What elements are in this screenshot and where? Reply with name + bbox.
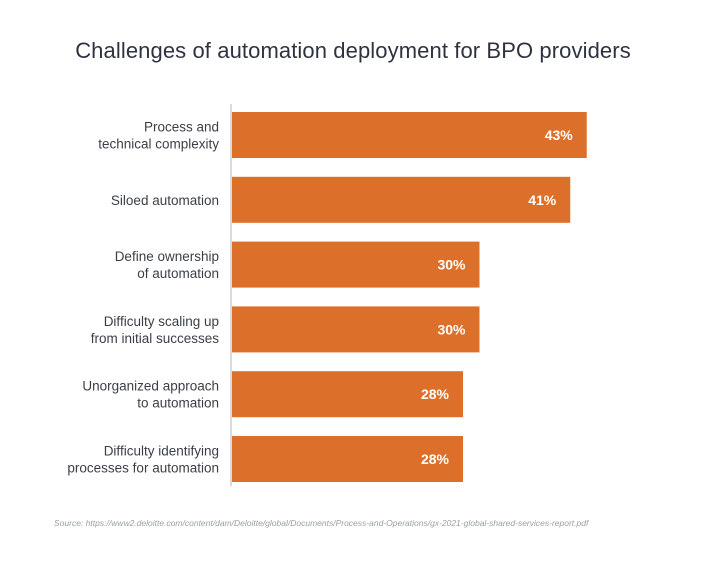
- category-label-line: Difficulty identifying: [104, 444, 219, 459]
- bar-5: [232, 371, 463, 418]
- category-label-line: Process and: [144, 120, 219, 135]
- category-label-3: Define ownership of automation: [115, 249, 219, 281]
- chart-title: Challenges of automation deployment for …: [75, 38, 631, 63]
- source-note: Source: https://www2.deloitte.com/conten…: [54, 518, 589, 528]
- category-label-line: Difficulty scaling up: [104, 314, 219, 329]
- value-label-6: 28%: [421, 451, 450, 467]
- category-label-line: to automation: [137, 396, 219, 411]
- bar-4: [232, 306, 480, 353]
- value-label-2: 41%: [528, 192, 557, 208]
- bar-6: [232, 436, 463, 482]
- bar-3: [232, 241, 480, 288]
- category-label-line: from initial successes: [91, 331, 220, 346]
- value-label-5: 28%: [421, 386, 450, 402]
- category-label-line: Unorganized approach: [82, 379, 219, 394]
- category-label-6: Difficulty identifying processes for auto…: [67, 444, 219, 476]
- category-label-4: Difficulty scaling up from initial succes…: [91, 314, 220, 346]
- value-label-1: 43%: [545, 127, 574, 143]
- value-label-4: 30%: [437, 321, 466, 337]
- bar-1: [232, 112, 587, 158]
- value-label-3: 30%: [437, 257, 466, 273]
- category-label-5: Unorganized approach to automation: [82, 379, 219, 411]
- category-label-1: Process and technical complexity: [98, 120, 219, 152]
- category-label-line: Siloed automation: [111, 193, 219, 208]
- category-label-2: Siloed automation: [111, 193, 219, 208]
- category-label-line: Define ownership: [115, 249, 219, 264]
- category-label-line: of automation: [137, 266, 219, 281]
- bar-2: [232, 176, 571, 223]
- category-label-line: technical complexity: [98, 137, 219, 152]
- category-label-line: processes for automation: [67, 461, 219, 476]
